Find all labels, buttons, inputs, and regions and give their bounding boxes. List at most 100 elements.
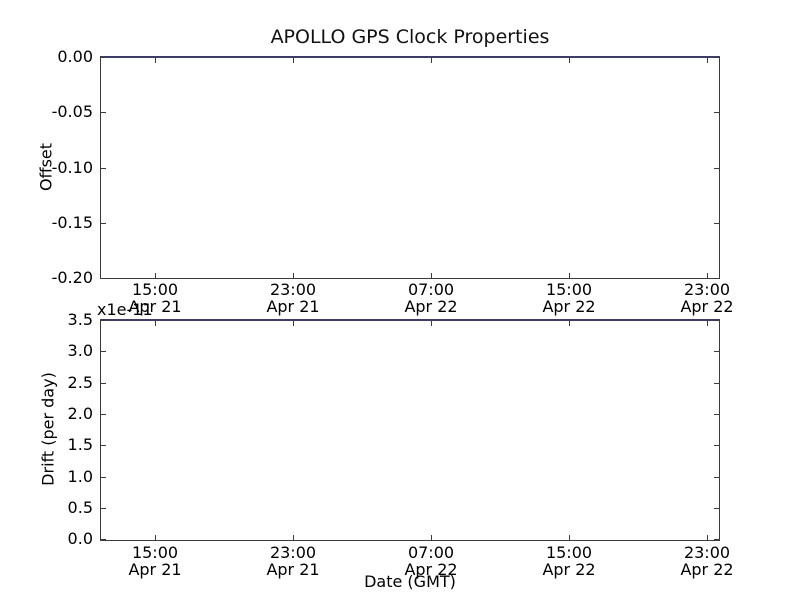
tick-mark [101, 351, 106, 353]
tick-mark [714, 539, 719, 541]
tick-mark [101, 167, 106, 169]
tick-mark [714, 57, 719, 58]
top-plot-ylabel: Offset [36, 142, 56, 192]
tick-mark [101, 222, 106, 224]
x-tick-label: 15:00 Apr 21 [100, 544, 210, 578]
x-tick-date: Apr 21 [266, 560, 320, 579]
x-tick-label: 07:00 Apr 22 [376, 281, 486, 315]
tick-mark [707, 535, 708, 540]
x-tick-time: 23:00 [683, 543, 731, 562]
x-tick-time: 23:00 [269, 543, 317, 562]
tick-mark [569, 321, 570, 326]
tick-mark [101, 507, 106, 509]
x-tick-label: 23:00 Apr 21 [238, 281, 348, 315]
tick-mark [431, 273, 432, 278]
tick-mark [293, 273, 294, 278]
x-tick-date: Apr 22 [542, 560, 596, 579]
bottom-plot-xticks-bottom [101, 321, 719, 540]
tick-mark [714, 351, 719, 353]
tick-mark [101, 413, 106, 415]
tick-mark [101, 445, 106, 447]
tick-mark [155, 58, 156, 63]
tick-mark [155, 273, 156, 278]
x-tick-date: Apr 22 [542, 297, 596, 316]
y-tick-label: -0.15 [51, 212, 93, 232]
y-tick-label: 0.5 [67, 497, 93, 517]
tick-mark [293, 535, 294, 540]
y-tick-label: 2.5 [67, 372, 93, 392]
bottom-plot-xlabel: Date (GMT) [364, 572, 456, 591]
tick-mark [155, 321, 156, 326]
y-tick-label: -0.05 [51, 102, 93, 122]
x-tick-date: Apr 22 [404, 560, 458, 579]
tick-mark [714, 278, 719, 279]
tick-mark [101, 320, 106, 321]
top-plot-yticks-left [101, 57, 719, 279]
x-tick-time: 07:00 [407, 543, 455, 562]
top-plot-area [100, 56, 720, 279]
tick-mark [714, 222, 719, 224]
tick-mark [431, 58, 432, 63]
top-plot-xticks-bottom [101, 58, 719, 278]
tick-mark [569, 273, 570, 278]
bottom-plot-area [100, 319, 720, 541]
x-tick-date: Apr 22 [680, 560, 734, 579]
bottom-plot-yticks-left [101, 320, 719, 541]
tick-mark [714, 382, 719, 384]
x-tick-label: 07:00 Apr 22 [376, 544, 486, 578]
x-tick-date: Apr 22 [680, 297, 734, 316]
x-tick-label: 23:00 Apr 22 [652, 544, 762, 578]
bottom-plot-ylabel: Drift (per day) [38, 372, 58, 486]
y-tick-label: 3.0 [67, 341, 93, 361]
y-tick-label: 0.00 [57, 47, 93, 66]
tick-mark [714, 112, 719, 114]
x-tick-time: 15:00 [131, 543, 179, 562]
bottom-plot-xticks-top [101, 321, 719, 540]
y-tick-label: 1.0 [67, 466, 93, 486]
x-tick-time: 15:00 [545, 280, 593, 299]
tick-mark [707, 321, 708, 326]
top-plot-xticks-top [101, 58, 719, 278]
chart-title: APOLLO GPS Clock Properties [270, 26, 550, 48]
x-tick-label: 15:00 Apr 22 [514, 544, 624, 578]
bottom-plot-yticks-right [101, 320, 719, 541]
tick-mark [714, 476, 719, 478]
y-tick-label: 2.0 [67, 403, 93, 423]
tick-mark [155, 535, 156, 540]
tick-mark [714, 167, 719, 169]
tick-mark [101, 539, 106, 541]
y-tick-label: -0.20 [51, 268, 93, 287]
top-plot-yticks-right [101, 57, 719, 279]
tick-mark [707, 58, 708, 63]
x-tick-date: Apr 21 [128, 297, 182, 316]
tick-mark [101, 382, 106, 384]
x-tick-label: 23:00 Apr 22 [652, 281, 762, 315]
tick-mark [293, 58, 294, 63]
x-tick-date: Apr 21 [266, 297, 320, 316]
x-tick-date: Apr 21 [128, 560, 182, 579]
x-tick-time: 07:00 [407, 280, 455, 299]
x-tick-date: Apr 22 [404, 297, 458, 316]
x-tick-time: 15:00 [545, 543, 593, 562]
x-tick-label: 15:00 Apr 22 [514, 281, 624, 315]
tick-mark [714, 445, 719, 447]
x-tick-time: 23:00 [683, 280, 731, 299]
tick-mark [431, 321, 432, 326]
x-tick-time: 23:00 [269, 280, 317, 299]
x-tick-label: 15:00 Apr 21 [100, 281, 210, 315]
tick-mark [101, 278, 106, 279]
tick-mark [293, 321, 294, 326]
tick-mark [101, 112, 106, 114]
tick-mark [569, 535, 570, 540]
tick-mark [714, 507, 719, 509]
y-tick-label: 3.5 [67, 310, 93, 329]
tick-mark [569, 58, 570, 63]
x-tick-time: 15:00 [131, 280, 179, 299]
x-tick-label: 23:00 Apr 21 [238, 544, 348, 578]
tick-mark [431, 535, 432, 540]
tick-mark [101, 476, 106, 478]
tick-mark [707, 273, 708, 278]
y-tick-label: -0.10 [51, 157, 93, 177]
tick-mark [714, 413, 719, 415]
